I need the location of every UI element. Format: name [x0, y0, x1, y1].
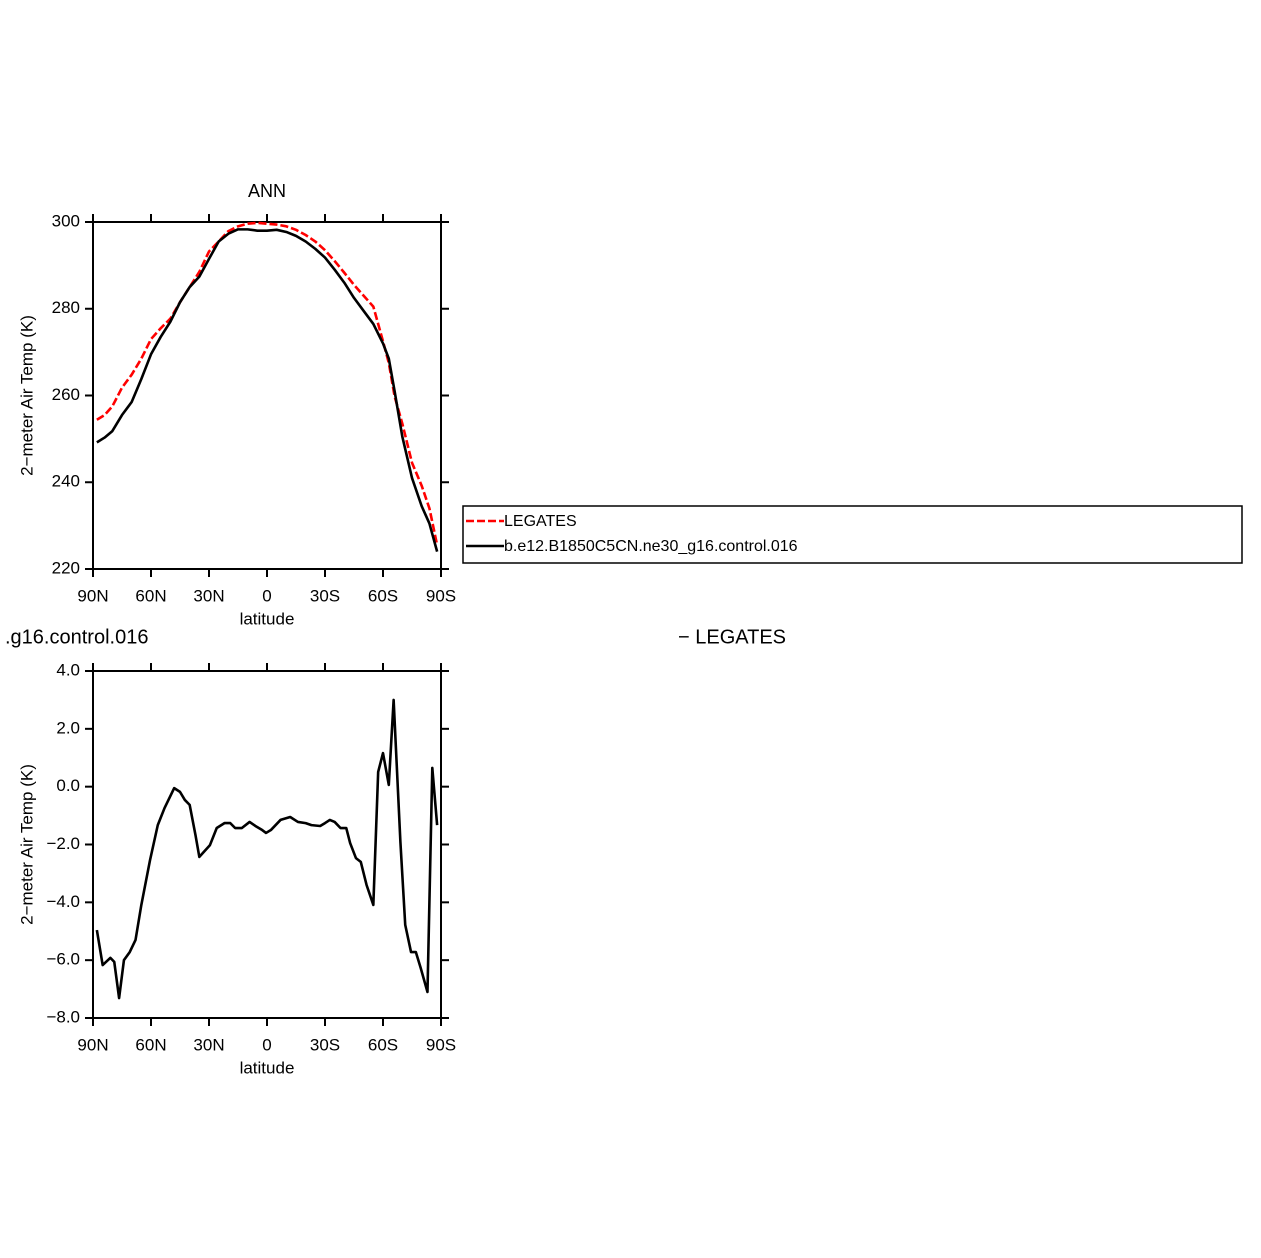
x-tick-label: 60S [368, 586, 398, 605]
legend-label: LEGATES [504, 513, 577, 530]
x-tick-label: 60S [368, 1035, 398, 1054]
x-axis-label: latitude [240, 1058, 295, 1077]
x-tick-label: 90N [77, 1035, 108, 1054]
y-tick-label: −4.0 [46, 892, 80, 911]
y-tick-label: −8.0 [46, 1007, 80, 1026]
plot-frame [92, 221, 442, 570]
x-tick-label: 30S [310, 1035, 340, 1054]
chart-title: − LEGATES [678, 626, 786, 648]
y-tick-label: 240 [52, 472, 80, 491]
x-tick-label: 90S [426, 586, 456, 605]
y-tick-label: −6.0 [46, 950, 80, 969]
legend-box [462, 505, 1243, 564]
x-tick-label: 90S [426, 1035, 456, 1054]
plot-frame [92, 670, 442, 1019]
y-tick-label: 220 [52, 558, 80, 577]
y-tick-label: 280 [52, 298, 80, 317]
y-axis-label: 2−meter Air Temp (K) [17, 315, 36, 476]
y-axis-label: 2−meter Air Temp (K) [17, 764, 36, 925]
data-line [96, 228, 439, 552]
x-tick-label: 60N [135, 1035, 166, 1054]
chart-title: ANN [248, 181, 286, 201]
legend-label: b.e12.B1850C5CN.ne30_g16.control.016 [504, 538, 798, 555]
y-tick-label: 4.0 [56, 660, 80, 679]
chart-title: .g16.control.016 [5, 626, 148, 648]
x-tick-label: 90N [77, 586, 108, 605]
data-line [95, 698, 439, 1000]
y-tick-label: 2.0 [56, 718, 80, 737]
x-tick-label: 30N [193, 1035, 224, 1054]
x-tick-label: 0 [262, 1035, 271, 1054]
y-tick-label: −2.0 [46, 834, 80, 853]
x-tick-label: 0 [262, 586, 271, 605]
x-tick-label: 30N [193, 586, 224, 605]
x-tick-label: 60N [135, 586, 166, 605]
x-axis-label: latitude [240, 609, 295, 628]
data-line [96, 221, 439, 546]
x-tick-label: 30S [310, 586, 340, 605]
y-tick-label: 0.0 [56, 776, 80, 795]
y-tick-label: 300 [52, 211, 80, 230]
y-tick-label: 260 [52, 385, 80, 404]
